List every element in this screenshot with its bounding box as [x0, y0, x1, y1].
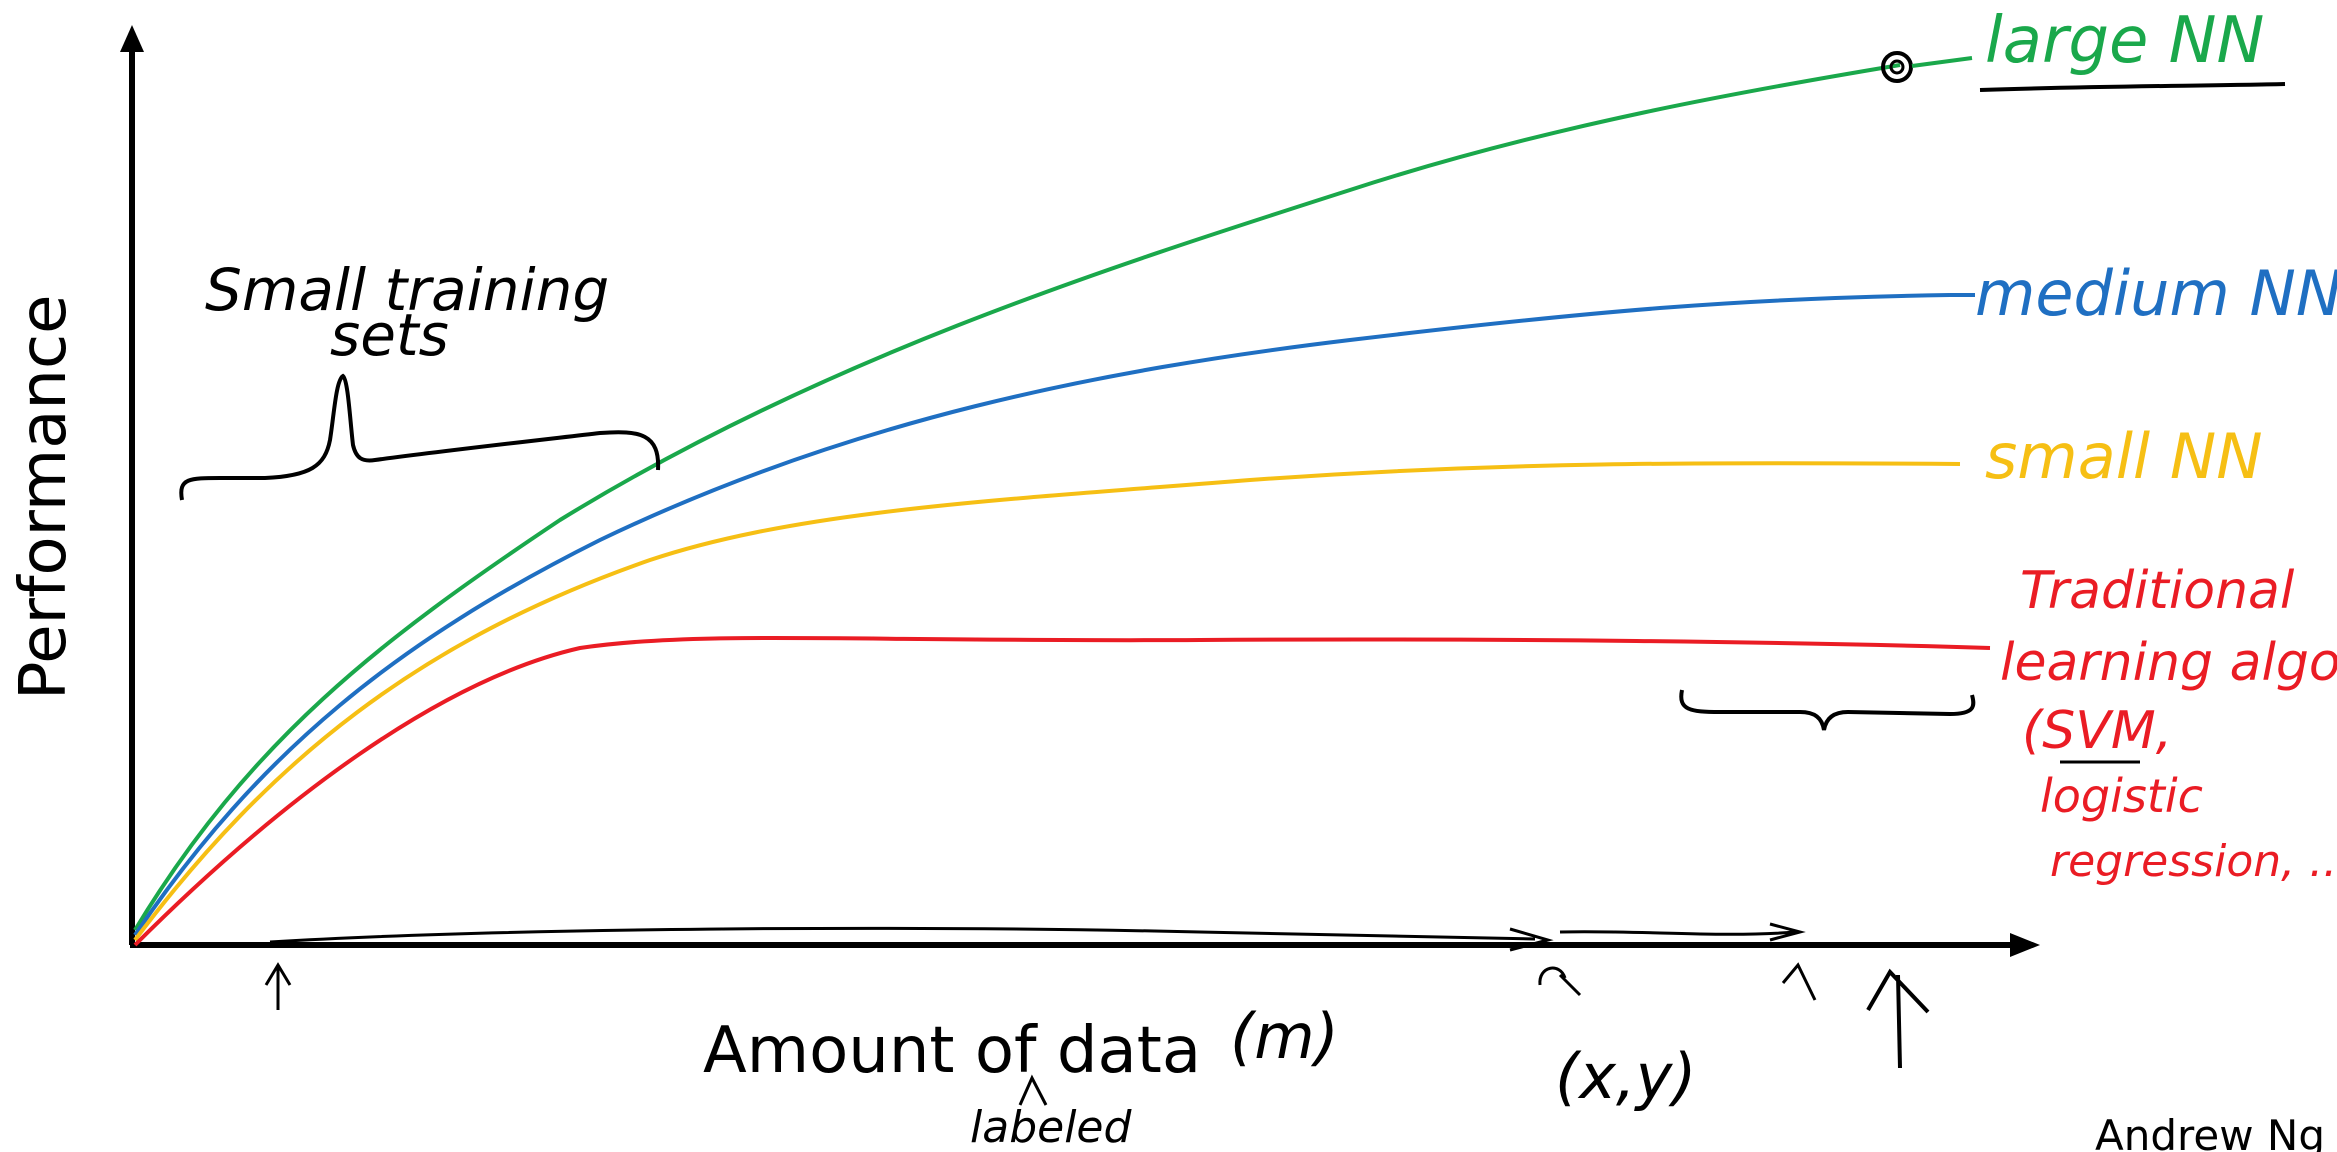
large-nn-marker: [1881, 51, 1913, 83]
large-data-brace: [1679, 689, 1976, 731]
data-range-arrow-1: [269, 926, 1554, 952]
traditional-label-line3: (SVM,: [2022, 701, 2172, 761]
author-credit: Andrew Ng: [2095, 1111, 2325, 1152]
x-axis-label: Amount of data: [703, 1014, 1201, 1088]
traditional-algo-curve: [133, 635, 1991, 947]
y-axis-arrowhead: [120, 25, 144, 52]
xy-label: (x,y): [1555, 1040, 1696, 1113]
labeled-caret: [1018, 1074, 1048, 1106]
data-range-arrow-2: [1559, 922, 1806, 942]
small-training-sets-label-2: sets: [330, 301, 449, 369]
small-training-sets-label: Small training: [205, 256, 609, 324]
x-axis-arrowhead: [2010, 933, 2040, 957]
small-nn-label: small NN: [1985, 420, 2263, 493]
large-nn-underline: [1979, 82, 2286, 92]
y-axis: [120, 25, 144, 945]
large-nn-marker-inner: [1889, 59, 1905, 75]
traditional-label-line2: learning algo: [2000, 633, 2337, 693]
traditional-label-line1: Traditional: [2020, 561, 2295, 621]
y-axis-label: Performance: [7, 294, 81, 700]
medium-nn-label: medium NN: [1975, 257, 2337, 330]
m-label: (m): [1230, 1000, 1339, 1073]
x-axis: [130, 933, 2040, 957]
traditional-label-line4: logistic: [2040, 769, 2203, 823]
traditional-algo-label: Traditional learning algo (SVM, logistic…: [2000, 561, 2337, 887]
large-nn-curve: [133, 63, 1901, 932]
large-nn-leader: [1911, 56, 1973, 68]
small-training-sets-brace: [179, 373, 661, 501]
tick-arrow-3: [1781, 962, 1817, 1001]
labeled-label: labeled: [970, 1102, 1132, 1152]
tick-arrow-1: [264, 962, 292, 1010]
tick-arrow-4: [1866, 968, 1930, 1069]
traditional-label-line5: regression, ...): [2050, 836, 2337, 887]
medium-nn-curve: [133, 293, 1951, 937]
large-nn-label: large NN: [1985, 4, 2264, 78]
small-nn-curve: [133, 461, 1961, 942]
tick-arrow-2: [1538, 966, 1582, 997]
